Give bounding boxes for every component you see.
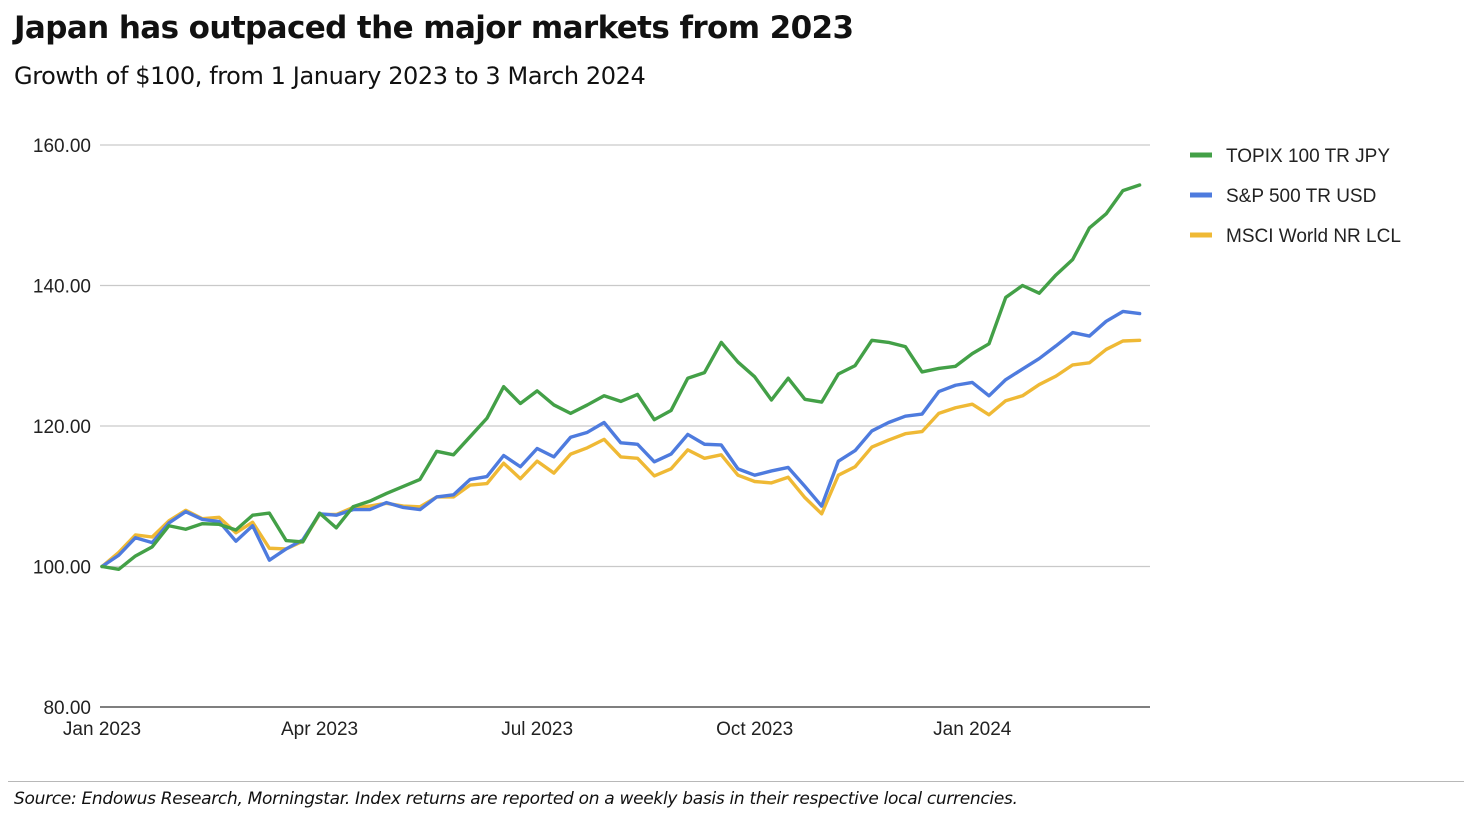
- series-line-msci-world-nr-lcl: [100, 338, 1142, 569]
- legend-label: S&P 500 TR USD: [1226, 186, 1376, 207]
- chart-subtitle: Growth of $100, from 1 January 2023 to 3…: [14, 62, 646, 90]
- y-tick-label: 100.00: [33, 558, 91, 579]
- x-tick-label: Jan 2023: [63, 719, 141, 740]
- series-lines: [100, 183, 1142, 572]
- x-axis-labels: Jan 2023 Apr 2023 Jul 2023 Oct 2023 Jan 2024: [63, 719, 1012, 740]
- legend-label: TOPIX 100 TR JPY: [1226, 146, 1390, 167]
- source-note: Source: Endowus Research, Morningstar. I…: [14, 789, 1018, 809]
- chart-title: Japan has outpaced the major markets fro…: [14, 10, 854, 46]
- y-tick-label: 140.00: [33, 277, 91, 298]
- x-tick-label: Jan 2024: [933, 719, 1012, 740]
- legend: TOPIX 100 TR JPY S&P 500 TR USD MSCI World…: [1190, 146, 1401, 247]
- y-tick-label: 160.00: [33, 136, 91, 157]
- y-axis-labels: 80.00 100.00 120.00 140.00 160.00: [33, 136, 91, 719]
- series-line-s-p-500-tr-usd: [100, 309, 1142, 569]
- y-tick-label: 120.00: [33, 417, 91, 438]
- y-tick-label: 80.00: [43, 698, 91, 719]
- series-line-topix-100-tr-jpy: [100, 183, 1142, 572]
- x-tick-label: Apr 2023: [281, 719, 358, 740]
- x-tick-label: Jul 2023: [501, 719, 573, 740]
- x-tick-label: Oct 2023: [716, 719, 793, 740]
- grid-layer: [100, 144, 1150, 708]
- line-chart: 80.00 100.00 120.00 140.00 160.00 Jan 2023 Ap…: [33, 136, 1401, 740]
- footer-divider: [8, 781, 1464, 782]
- legend-label: MSCI World NR LCL: [1226, 226, 1401, 247]
